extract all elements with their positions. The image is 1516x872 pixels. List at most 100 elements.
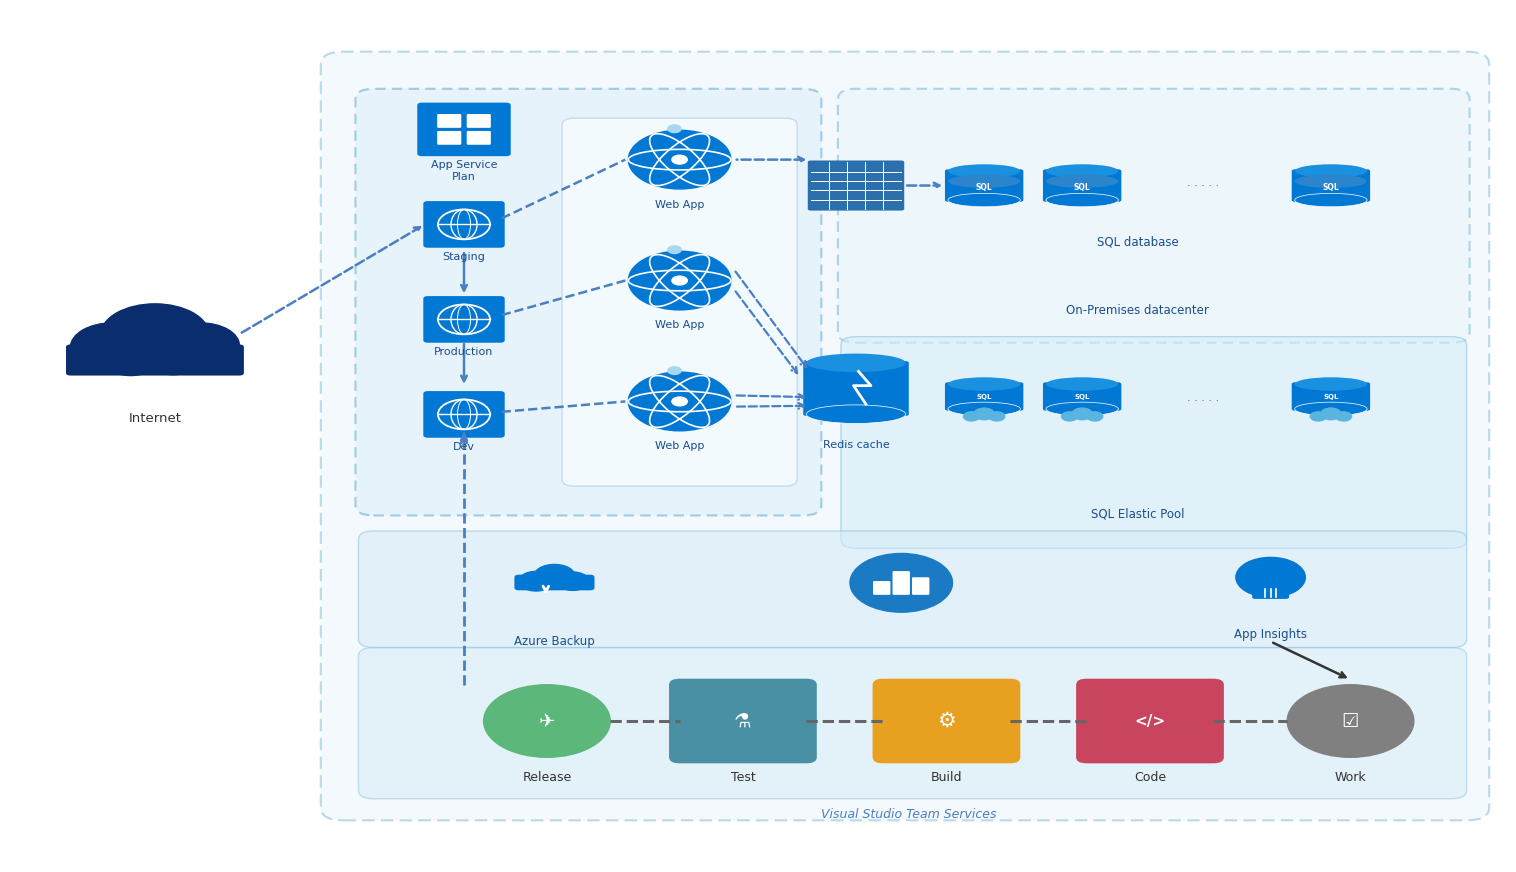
Text: Web App: Web App [655, 320, 705, 330]
Circle shape [484, 685, 611, 757]
Ellipse shape [1295, 402, 1367, 416]
Circle shape [1336, 412, 1352, 421]
Circle shape [556, 572, 588, 590]
Ellipse shape [1046, 174, 1119, 188]
Text: Internet: Internet [129, 412, 182, 426]
Circle shape [1236, 557, 1305, 597]
FancyBboxPatch shape [1292, 169, 1370, 201]
Text: SQL database: SQL database [1098, 235, 1179, 249]
FancyBboxPatch shape [423, 391, 505, 438]
Ellipse shape [948, 194, 1020, 207]
Circle shape [669, 246, 681, 254]
FancyBboxPatch shape [67, 344, 244, 376]
FancyBboxPatch shape [423, 201, 505, 248]
FancyBboxPatch shape [1292, 382, 1370, 411]
FancyBboxPatch shape [514, 575, 594, 590]
FancyBboxPatch shape [437, 114, 461, 128]
Circle shape [71, 323, 155, 371]
Circle shape [1320, 408, 1342, 419]
Ellipse shape [1295, 194, 1367, 207]
FancyBboxPatch shape [944, 169, 1023, 201]
Text: Work: Work [1334, 771, 1366, 784]
FancyBboxPatch shape [562, 119, 797, 486]
Text: · · · · ·: · · · · · [1187, 397, 1219, 406]
Text: Staging: Staging [443, 252, 485, 262]
FancyBboxPatch shape [913, 577, 929, 595]
FancyBboxPatch shape [358, 531, 1466, 648]
Text: Code: Code [1134, 771, 1166, 784]
FancyBboxPatch shape [873, 581, 890, 595]
Text: On-Premises datacenter: On-Premises datacenter [1066, 304, 1210, 317]
Circle shape [1072, 408, 1093, 419]
Text: Dev: Dev [453, 442, 475, 453]
Text: SQL: SQL [1075, 394, 1090, 400]
FancyBboxPatch shape [355, 89, 822, 515]
Circle shape [964, 412, 979, 421]
Circle shape [100, 303, 209, 366]
Ellipse shape [1295, 174, 1367, 188]
Circle shape [672, 397, 687, 405]
Text: </>: </> [1134, 713, 1166, 728]
Text: Production: Production [434, 347, 494, 358]
FancyBboxPatch shape [841, 337, 1466, 548]
Text: ⚗: ⚗ [734, 712, 752, 731]
Circle shape [102, 343, 159, 376]
Text: Build: Build [931, 771, 963, 784]
Circle shape [669, 367, 681, 374]
Circle shape [628, 372, 731, 431]
FancyBboxPatch shape [1076, 678, 1223, 763]
Ellipse shape [1046, 402, 1119, 416]
Text: SQL Elastic Pool: SQL Elastic Pool [1092, 508, 1184, 521]
Text: SQL: SQL [1073, 183, 1090, 192]
Circle shape [1061, 412, 1078, 421]
Text: Release: Release [523, 771, 572, 784]
Circle shape [628, 130, 731, 189]
Ellipse shape [948, 378, 1020, 391]
Text: App Insights: App Insights [1234, 628, 1307, 641]
Text: SQL: SQL [1322, 183, 1339, 192]
Text: Visual Studio Team Services: Visual Studio Team Services [822, 807, 996, 821]
Ellipse shape [807, 405, 905, 424]
FancyBboxPatch shape [1043, 382, 1122, 411]
FancyBboxPatch shape [893, 571, 910, 595]
Text: Redis cache: Redis cache [823, 439, 890, 450]
FancyBboxPatch shape [944, 382, 1023, 411]
Ellipse shape [1046, 378, 1119, 391]
Ellipse shape [1295, 378, 1367, 391]
Circle shape [628, 251, 731, 310]
FancyBboxPatch shape [1252, 582, 1289, 599]
FancyBboxPatch shape [808, 160, 904, 210]
Circle shape [672, 155, 687, 164]
Text: SQL: SQL [1323, 394, 1339, 400]
Ellipse shape [1046, 164, 1119, 178]
Circle shape [988, 412, 1005, 421]
Text: · · · · ·: · · · · · [1187, 181, 1219, 191]
Ellipse shape [807, 353, 905, 372]
Text: SQL: SQL [976, 394, 991, 400]
FancyBboxPatch shape [467, 114, 491, 128]
FancyBboxPatch shape [669, 678, 817, 763]
FancyBboxPatch shape [803, 361, 908, 416]
Text: Web App: Web App [655, 441, 705, 452]
FancyBboxPatch shape [417, 103, 511, 156]
Ellipse shape [948, 174, 1020, 188]
FancyBboxPatch shape [873, 678, 1020, 763]
Circle shape [1087, 412, 1102, 421]
Text: ⚙: ⚙ [937, 711, 955, 731]
Ellipse shape [1295, 164, 1367, 178]
FancyBboxPatch shape [1043, 169, 1122, 201]
Circle shape [161, 323, 240, 368]
Text: SQL: SQL [976, 183, 993, 192]
FancyBboxPatch shape [838, 89, 1469, 343]
Circle shape [669, 125, 681, 133]
FancyBboxPatch shape [467, 131, 491, 145]
FancyBboxPatch shape [437, 131, 461, 145]
Ellipse shape [948, 402, 1020, 416]
Text: Azure Backup: Azure Backup [514, 635, 594, 648]
FancyBboxPatch shape [321, 51, 1489, 821]
Text: ✈: ✈ [538, 712, 555, 731]
FancyBboxPatch shape [423, 296, 505, 343]
Text: Web App: Web App [655, 200, 705, 209]
Ellipse shape [948, 164, 1020, 178]
Circle shape [1310, 412, 1326, 421]
